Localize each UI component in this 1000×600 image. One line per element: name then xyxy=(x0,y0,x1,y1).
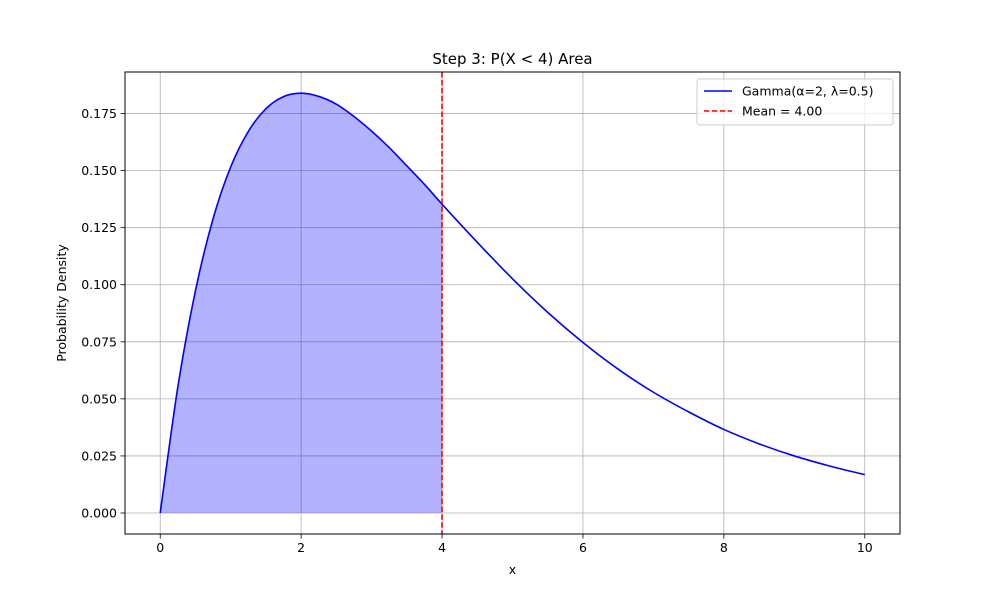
y-tick-label: 0.050 xyxy=(81,391,117,406)
y-axis-ticks: 0.000 0.025 0.050 0.075 0.100 0.125 0.150 0.175 xyxy=(81,106,125,521)
x-axis-ticks: 0 2 4 6 8 10 xyxy=(156,534,873,555)
x-tick-label: 2 xyxy=(297,540,305,555)
x-tick-label: 10 xyxy=(857,540,873,555)
grid xyxy=(125,72,900,534)
x-tick-label: 0 xyxy=(156,540,164,555)
legend: Gamma(α=2, λ=0.5) Mean = 4.00 xyxy=(696,78,894,126)
y-axis-label: Probability Density xyxy=(54,244,69,362)
y-tick-label: 0.100 xyxy=(81,277,117,292)
x-axis-label: x xyxy=(509,562,516,577)
legend-label-mean: Mean = 4.00 xyxy=(742,104,822,119)
y-tick-label: 0.075 xyxy=(81,334,117,349)
x-tick-label: 6 xyxy=(579,540,587,555)
x-tick-label: 8 xyxy=(720,540,728,555)
plot-area xyxy=(125,72,900,534)
y-tick-label: 0.000 xyxy=(81,506,117,521)
gamma-density-curve xyxy=(159,92,865,514)
y-tick-label: 0.125 xyxy=(81,220,117,235)
chart-title: Step 3: P(X < 4) Area xyxy=(432,50,592,68)
y-tick-label: 0.150 xyxy=(81,163,117,178)
plot-frame xyxy=(124,71,901,535)
y-tick-label: 0.025 xyxy=(81,448,117,463)
y-tick-label: 0.175 xyxy=(81,106,117,121)
shaded-area-layer xyxy=(160,93,443,513)
shaded-area xyxy=(160,93,443,513)
x-tick-label: 4 xyxy=(438,540,446,555)
legend-box xyxy=(696,78,894,126)
legend-label-gamma: Gamma(α=2, λ=0.5) xyxy=(742,84,873,99)
series-layer xyxy=(159,72,865,534)
